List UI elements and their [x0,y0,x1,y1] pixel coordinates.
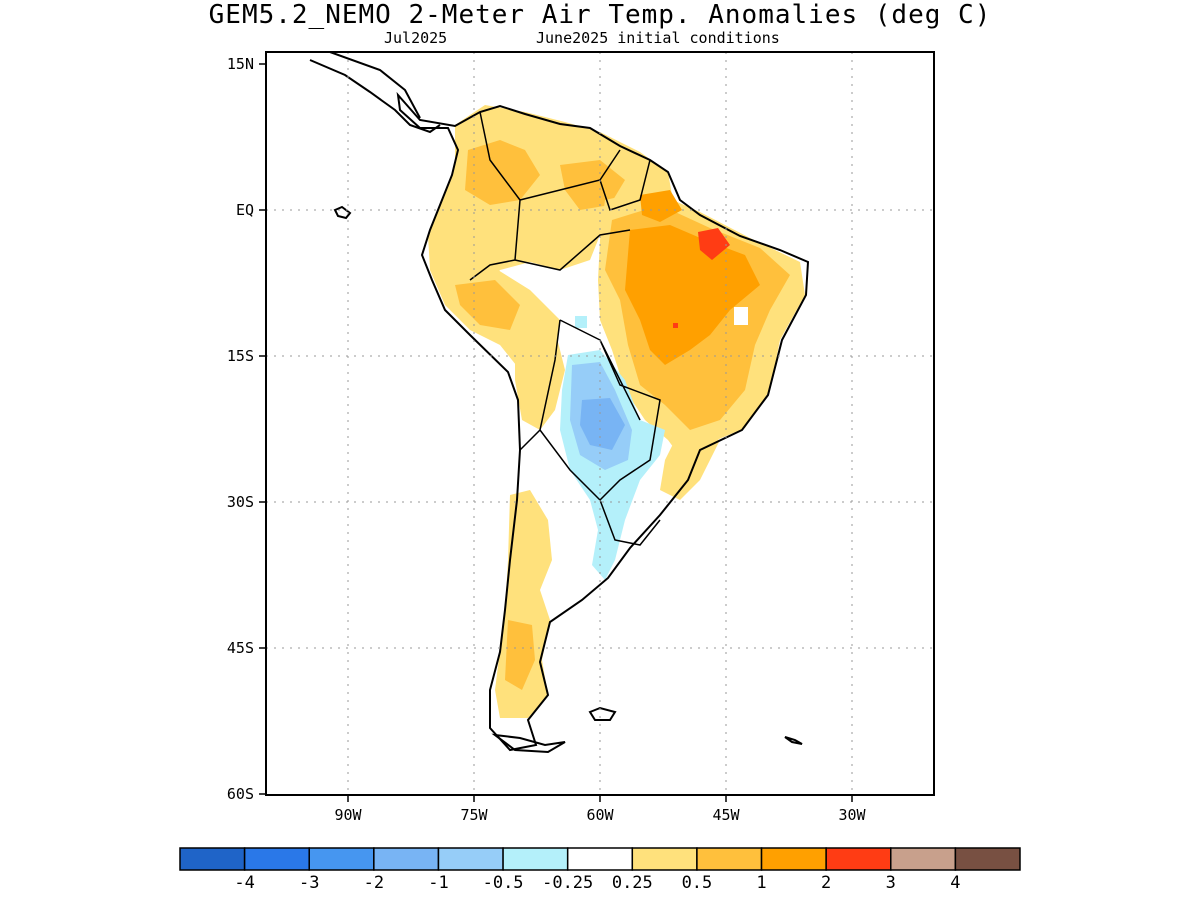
chart-title: GEM5.2_NEMO 2-Meter Air Temp. Anomalies … [208,0,992,30]
anomaly-strong-warm-amapa [640,190,682,222]
island-galapagos [333,205,352,220]
lon-label-90w: 90W [334,806,362,824]
colorbar-swatch [243,847,310,871]
anomaly-cooler-paraguay [580,398,625,450]
lon-axis [347,795,853,802]
colorbar-swatch [373,847,440,871]
colorbar-swatch [890,847,957,871]
colorbar-label: -3 [299,873,319,893]
colorbar-swatch [760,847,827,871]
lat-axis [259,63,266,795]
colorbar-label: -2 [364,873,384,893]
lat-label-60s: 60S [227,785,254,803]
anomaly-hot-spot [673,323,678,328]
island-falklands [588,706,617,721]
colorbar-label: -0.25 [542,873,593,893]
forecast-period: Jul2025 [384,29,448,47]
colorbar: -4 -3 -2 -1 -0.5 -0.25 0.25 0.5 1 2 3 4 [179,847,1021,893]
colorbar-label: 3 [886,873,896,893]
anomaly-neutral-patch [734,307,748,325]
colorbar-swatch [179,847,246,871]
colorbar-swatch [566,847,634,871]
colorbar-swatch [308,847,375,871]
lat-label-30s: 30S [227,493,254,511]
anomaly-warm-colombia [465,140,540,205]
colorbar-swatch [502,847,569,871]
colorbar-label: -1 [428,873,448,893]
lon-label-60w: 60W [586,806,614,824]
country-borders [469,111,661,546]
colorbar-label: 4 [950,873,960,893]
anomaly-warm-patagonia [505,620,535,690]
colorbar-label: 0.25 [612,873,653,893]
colorbar-label: 1 [756,873,766,893]
colorbar-swatch [825,847,892,871]
island-south-georgia [784,736,803,745]
anomaly-weak-cool-spot [575,316,587,328]
colorbar-swatch [437,847,504,871]
lat-label-45s: 45S [227,639,254,657]
initial-conditions: June2025 initial conditions [536,29,780,47]
coastline-central-america [290,52,441,134]
colorbar-swatch [954,847,1021,871]
anomaly-warm-venezuela [560,160,625,210]
lat-label-15s: 15S [227,347,254,365]
colorbar-label: -4 [234,873,254,893]
lon-label-75w: 75W [460,806,488,824]
anomaly-hot-para [698,228,730,260]
colorbar-swatch [696,847,763,871]
colorbar-label: 2 [821,873,831,893]
island-tierra-del-fuego [491,733,566,754]
lat-label-15n: 15N [227,55,254,73]
colorbar-label: -0.5 [483,873,524,893]
lat-label-eq: EQ [236,201,254,219]
colorbar-label: 0.5 [682,873,713,893]
map-area [266,52,934,795]
colorbar-swatch [631,847,698,871]
lon-label-30w: 30W [838,806,866,824]
anomaly-weak-warm-andes [515,330,565,430]
lon-label-45w: 45W [712,806,740,824]
coastline-south-america [396,91,810,752]
anomaly-warm-peru [455,280,520,330]
